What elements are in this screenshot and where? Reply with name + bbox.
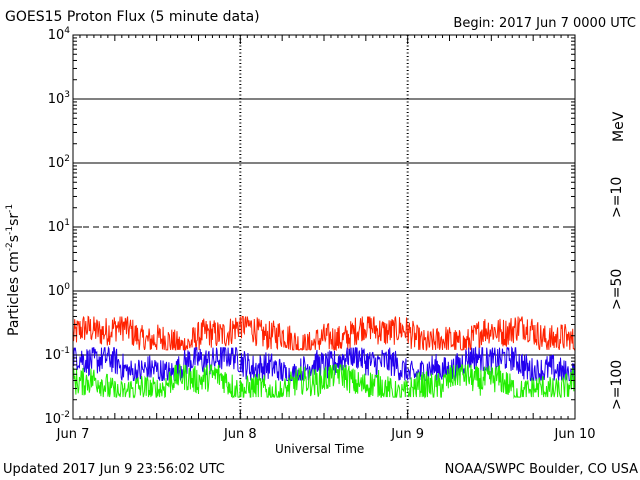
y-tick-label: 101	[47, 218, 70, 235]
y-axis-label: Particles cm-2s-1sr-1	[5, 203, 22, 336]
y-tick-base: 10	[47, 28, 65, 43]
y-tick-label: 100	[47, 282, 70, 299]
y-tick-exponent: 1	[64, 218, 70, 228]
y-tick-base: 10	[47, 156, 65, 171]
y-tick-base: 10	[47, 220, 65, 235]
y-tick-exponent: -2	[61, 410, 70, 420]
y-tick-label: 10-2	[44, 410, 70, 427]
x-tick-label: Jun 10	[554, 427, 596, 442]
begin-time: Begin: 2017 Jun 7 0000 UTC	[453, 16, 636, 31]
y-tick-exponent: -1	[61, 346, 70, 356]
y-axis-label-text: Particles cm-2s-1sr-1	[5, 203, 22, 336]
x-tick-label: Jun 8	[223, 427, 257, 442]
chart-title: GOES15 Proton Flux (5 minute data)	[5, 9, 260, 25]
x-axis-label: Universal Time	[275, 442, 365, 456]
unit-label-mev: MeV	[611, 111, 627, 142]
y-tick-exponent: 4	[64, 26, 70, 36]
legend-ge100: >=100	[609, 359, 625, 410]
updated-timestamp: Updated 2017 Jun 9 23:56:02 UTC	[3, 462, 225, 477]
x-tick-label: Jun 9	[391, 427, 425, 442]
y-tick-exponent: 0	[64, 282, 70, 292]
y-tick-exponent: 3	[64, 90, 70, 100]
y-tick-base: 10	[47, 92, 65, 107]
y-tick-label: 10-1	[44, 346, 70, 363]
y-tick-label: 103	[47, 90, 70, 107]
series-line-ge100	[72, 363, 576, 399]
plot-frame	[72, 34, 576, 420]
y-tick-label: 104	[47, 26, 70, 43]
y-tick-base: 10	[44, 348, 62, 363]
legend-ge50: >=50	[609, 268, 625, 310]
series-line-ge10	[72, 315, 575, 352]
y-tick-label: 102	[47, 154, 70, 171]
y-tick-exponent: 2	[64, 154, 70, 164]
y-tick-base: 10	[47, 284, 65, 299]
y-tick-base: 10	[44, 412, 62, 427]
credit-text: NOAA/SWPC Boulder, CO USA	[444, 462, 638, 477]
legend-ge10: >=10	[609, 176, 625, 218]
x-tick-label: Jun 7	[56, 427, 90, 442]
